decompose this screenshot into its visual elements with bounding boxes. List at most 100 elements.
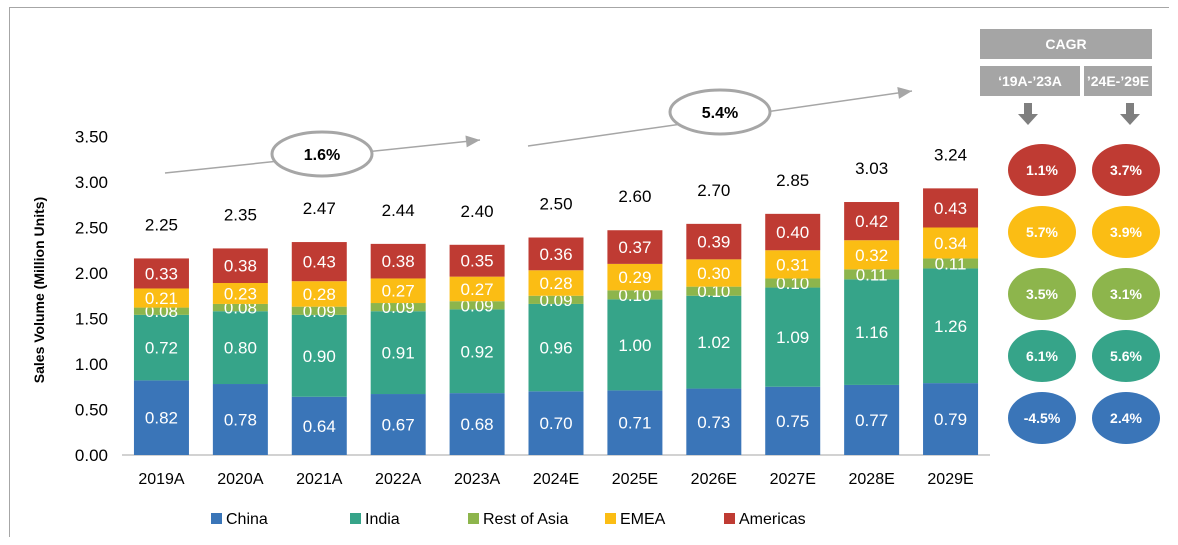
cagr-circle: 6.1% bbox=[1008, 330, 1076, 382]
data-label: 0.75 bbox=[776, 412, 809, 431]
total-label: 2.60 bbox=[618, 187, 651, 206]
x-tick-label: 2024E bbox=[533, 471, 579, 488]
cagr-col2-header: ’24E-’29E bbox=[1084, 66, 1152, 96]
data-label: 0.90 bbox=[303, 347, 336, 366]
cagr-circle: 5.7% bbox=[1008, 206, 1076, 258]
total-label: 2.40 bbox=[461, 202, 494, 221]
bar-segment bbox=[765, 386, 821, 455]
data-label: 0.42 bbox=[855, 212, 888, 231]
data-label: 0.68 bbox=[461, 415, 494, 434]
data-label: 0.10 bbox=[618, 286, 651, 305]
x-tick-label: 2029E bbox=[927, 471, 973, 488]
data-label: 0.77 bbox=[855, 411, 888, 430]
annotation-oval bbox=[270, 130, 374, 178]
data-label: 0.43 bbox=[934, 199, 967, 218]
bar-segment bbox=[528, 295, 584, 304]
legend-label: Rest of Asia bbox=[483, 511, 568, 528]
total-label: 2.70 bbox=[697, 181, 730, 200]
data-label: 0.71 bbox=[618, 414, 651, 433]
bar-segment bbox=[686, 259, 742, 287]
x-tick-label: 2019A bbox=[138, 471, 185, 488]
y-tick-label: 3.50 bbox=[75, 128, 108, 147]
bar-segment bbox=[370, 311, 426, 395]
data-label: 0.96 bbox=[539, 339, 572, 358]
bar-segment bbox=[370, 394, 426, 455]
bar-segment bbox=[923, 227, 979, 259]
growth-arrow-head bbox=[465, 135, 480, 148]
x-tick-label: 2026E bbox=[691, 471, 737, 488]
data-label: 0.73 bbox=[697, 413, 730, 432]
bar-segment bbox=[923, 383, 979, 455]
bar-segment bbox=[844, 202, 900, 241]
data-label: 0.38 bbox=[382, 252, 415, 271]
data-label: 0.67 bbox=[382, 416, 415, 435]
chart-frame bbox=[9, 7, 1169, 537]
bar-segment bbox=[528, 237, 584, 271]
x-tick-label: 2021A bbox=[296, 471, 343, 488]
bar-segment bbox=[923, 268, 979, 384]
data-label: 0.32 bbox=[855, 246, 888, 265]
y-tick-label: 2.50 bbox=[75, 219, 108, 238]
cagr-circle: -4.5% bbox=[1008, 392, 1076, 444]
data-label: 1.26 bbox=[934, 317, 967, 336]
bar-segment bbox=[370, 303, 426, 312]
bar-segment bbox=[291, 281, 347, 307]
data-label: 0.40 bbox=[776, 223, 809, 242]
total-label: 3.24 bbox=[934, 145, 967, 164]
legend-swatch bbox=[468, 513, 479, 524]
data-label: 0.21 bbox=[145, 289, 178, 308]
cagr-circle: 3.7% bbox=[1092, 144, 1160, 196]
bar-segment bbox=[686, 388, 742, 455]
data-label: 0.28 bbox=[539, 274, 572, 293]
data-label: 0.37 bbox=[618, 238, 651, 257]
bar-segment bbox=[291, 306, 347, 315]
bar-segment bbox=[449, 301, 505, 310]
legend-swatch bbox=[350, 513, 361, 524]
data-label: 0.72 bbox=[145, 339, 178, 358]
x-tick-label: 2022A bbox=[375, 471, 422, 488]
total-label: 2.44 bbox=[382, 201, 415, 220]
bar-segment bbox=[449, 276, 505, 302]
bar-segment bbox=[844, 240, 900, 270]
cagr-circle: 2.4% bbox=[1092, 392, 1160, 444]
bar-segment bbox=[212, 303, 268, 312]
bar-segment bbox=[449, 393, 505, 455]
bar-segment bbox=[212, 311, 268, 385]
x-tick-label: 2020A bbox=[217, 471, 264, 488]
bar-segment bbox=[133, 258, 189, 289]
data-label: 0.34 bbox=[934, 234, 967, 253]
bar-segment bbox=[133, 307, 189, 315]
legend-swatch bbox=[211, 513, 222, 524]
legend-label: China bbox=[226, 511, 268, 528]
data-label: 0.64 bbox=[303, 417, 336, 436]
x-tick-label: 2023A bbox=[454, 471, 501, 488]
total-label: 2.47 bbox=[303, 199, 336, 218]
bar-segment bbox=[765, 213, 821, 251]
total-label: 2.50 bbox=[539, 195, 572, 214]
bar-segment bbox=[844, 384, 900, 455]
data-label: 0.27 bbox=[382, 282, 415, 301]
bar-segment bbox=[370, 278, 426, 304]
data-label: 0.28 bbox=[303, 285, 336, 304]
bar-segment bbox=[528, 391, 584, 455]
legend-swatch bbox=[605, 513, 616, 524]
bar-segment bbox=[291, 314, 347, 397]
bar-segment bbox=[212, 384, 268, 455]
x-tick-label: 2027E bbox=[770, 471, 816, 488]
cagr-title: CAGR bbox=[980, 29, 1152, 59]
data-label: 0.11 bbox=[856, 265, 888, 284]
bar-segment bbox=[370, 243, 426, 279]
data-label: 0.79 bbox=[934, 410, 967, 429]
bar-segment bbox=[607, 230, 663, 264]
data-label: 0.23 bbox=[224, 284, 257, 303]
cagr-circle: 3.1% bbox=[1092, 268, 1160, 320]
data-label: 0.82 bbox=[145, 409, 178, 428]
y-axis-label: Sales Volume (Million Units) bbox=[31, 197, 47, 383]
bar-segment bbox=[923, 258, 979, 269]
bar-segment bbox=[765, 287, 821, 387]
bar-segment bbox=[212, 283, 268, 304]
y-tick-label: 1.00 bbox=[75, 355, 108, 374]
total-label: 2.85 bbox=[776, 171, 809, 190]
data-label: 0.35 bbox=[461, 252, 494, 271]
